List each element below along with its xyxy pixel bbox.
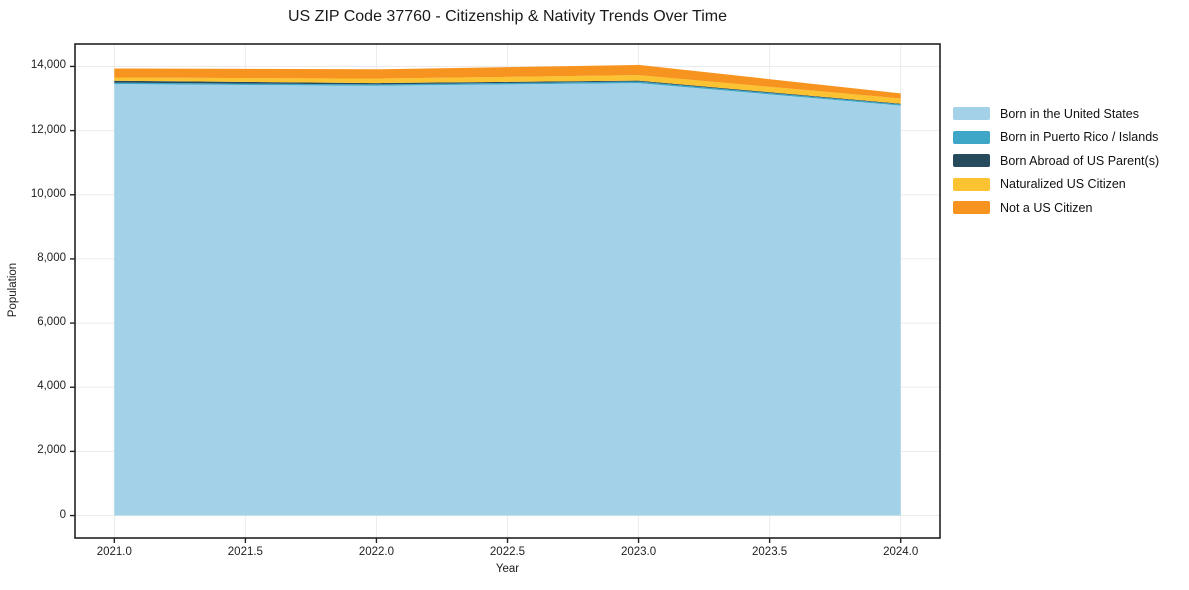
legend-swatch <box>953 154 990 168</box>
legend-label: Naturalized US Citizen <box>1000 177 1126 192</box>
legend-item-naturalized-us-citizen: Naturalized US Citizen <box>953 173 1159 197</box>
x-tick-label: 2021.0 <box>96 546 132 558</box>
legend-swatch <box>953 201 990 215</box>
x-tick-label: 2023.0 <box>620 546 657 558</box>
y-tick-label: 0 <box>59 508 66 521</box>
y-tick-label: 2,000 <box>37 444 66 457</box>
legend: Born in the United States Born in Puerto … <box>953 102 1159 220</box>
legend-swatch <box>953 107 990 121</box>
y-tick-label: 12,000 <box>30 123 66 136</box>
x-tick-label: 2023.5 <box>752 546 788 558</box>
x-tick-label: 2022.0 <box>358 546 395 558</box>
legend-label: Born in the United States <box>1000 106 1139 121</box>
y-tick-label: 4,000 <box>37 380 66 393</box>
x-tick-label: 2024.0 <box>883 546 919 558</box>
y-tick-label: 10,000 <box>30 187 66 200</box>
x-tick-label: 2021.5 <box>227 546 263 558</box>
legend-label: Not a US Citizen <box>1000 200 1093 215</box>
legend-item-not-a-us-citizen: Not a US Citizen <box>953 196 1159 220</box>
area-naturalized-us-citizen <box>114 75 901 104</box>
area-not-a-us-citizen <box>114 64 901 99</box>
area-born-in-the-united-states <box>114 83 901 516</box>
legend-swatch <box>953 177 990 191</box>
legend-item-born-in-the-united-states: Born in the United States <box>953 102 1159 126</box>
legend-item-born-in-puerto-rico-islands: Born in Puerto Rico / Islands <box>953 126 1159 150</box>
y-tick-label: 8,000 <box>37 251 66 264</box>
legend-label: Born Abroad of US Parent(s) <box>1000 153 1160 168</box>
y-tick-label: 6,000 <box>37 316 66 329</box>
legend-item-born-abroad-of-us-parent-s: Born Abroad of US Parent(s) <box>953 149 1159 173</box>
chart-title: US ZIP Code 37760 - Citizenship & Nativi… <box>288 8 727 25</box>
x-tick-label: 2022.5 <box>489 546 526 558</box>
x-axis-title: Year <box>495 563 520 575</box>
legend-swatch <box>953 130 990 144</box>
area-born-in-puerto-rico-islands <box>114 81 901 106</box>
y-axis-title: Population <box>7 262 19 318</box>
area-born-abroad-of-us-parent-s <box>114 80 901 105</box>
y-tick-label: 14,000 <box>30 59 66 72</box>
legend-label: Born in Puerto Rico / Islands <box>1000 130 1159 145</box>
